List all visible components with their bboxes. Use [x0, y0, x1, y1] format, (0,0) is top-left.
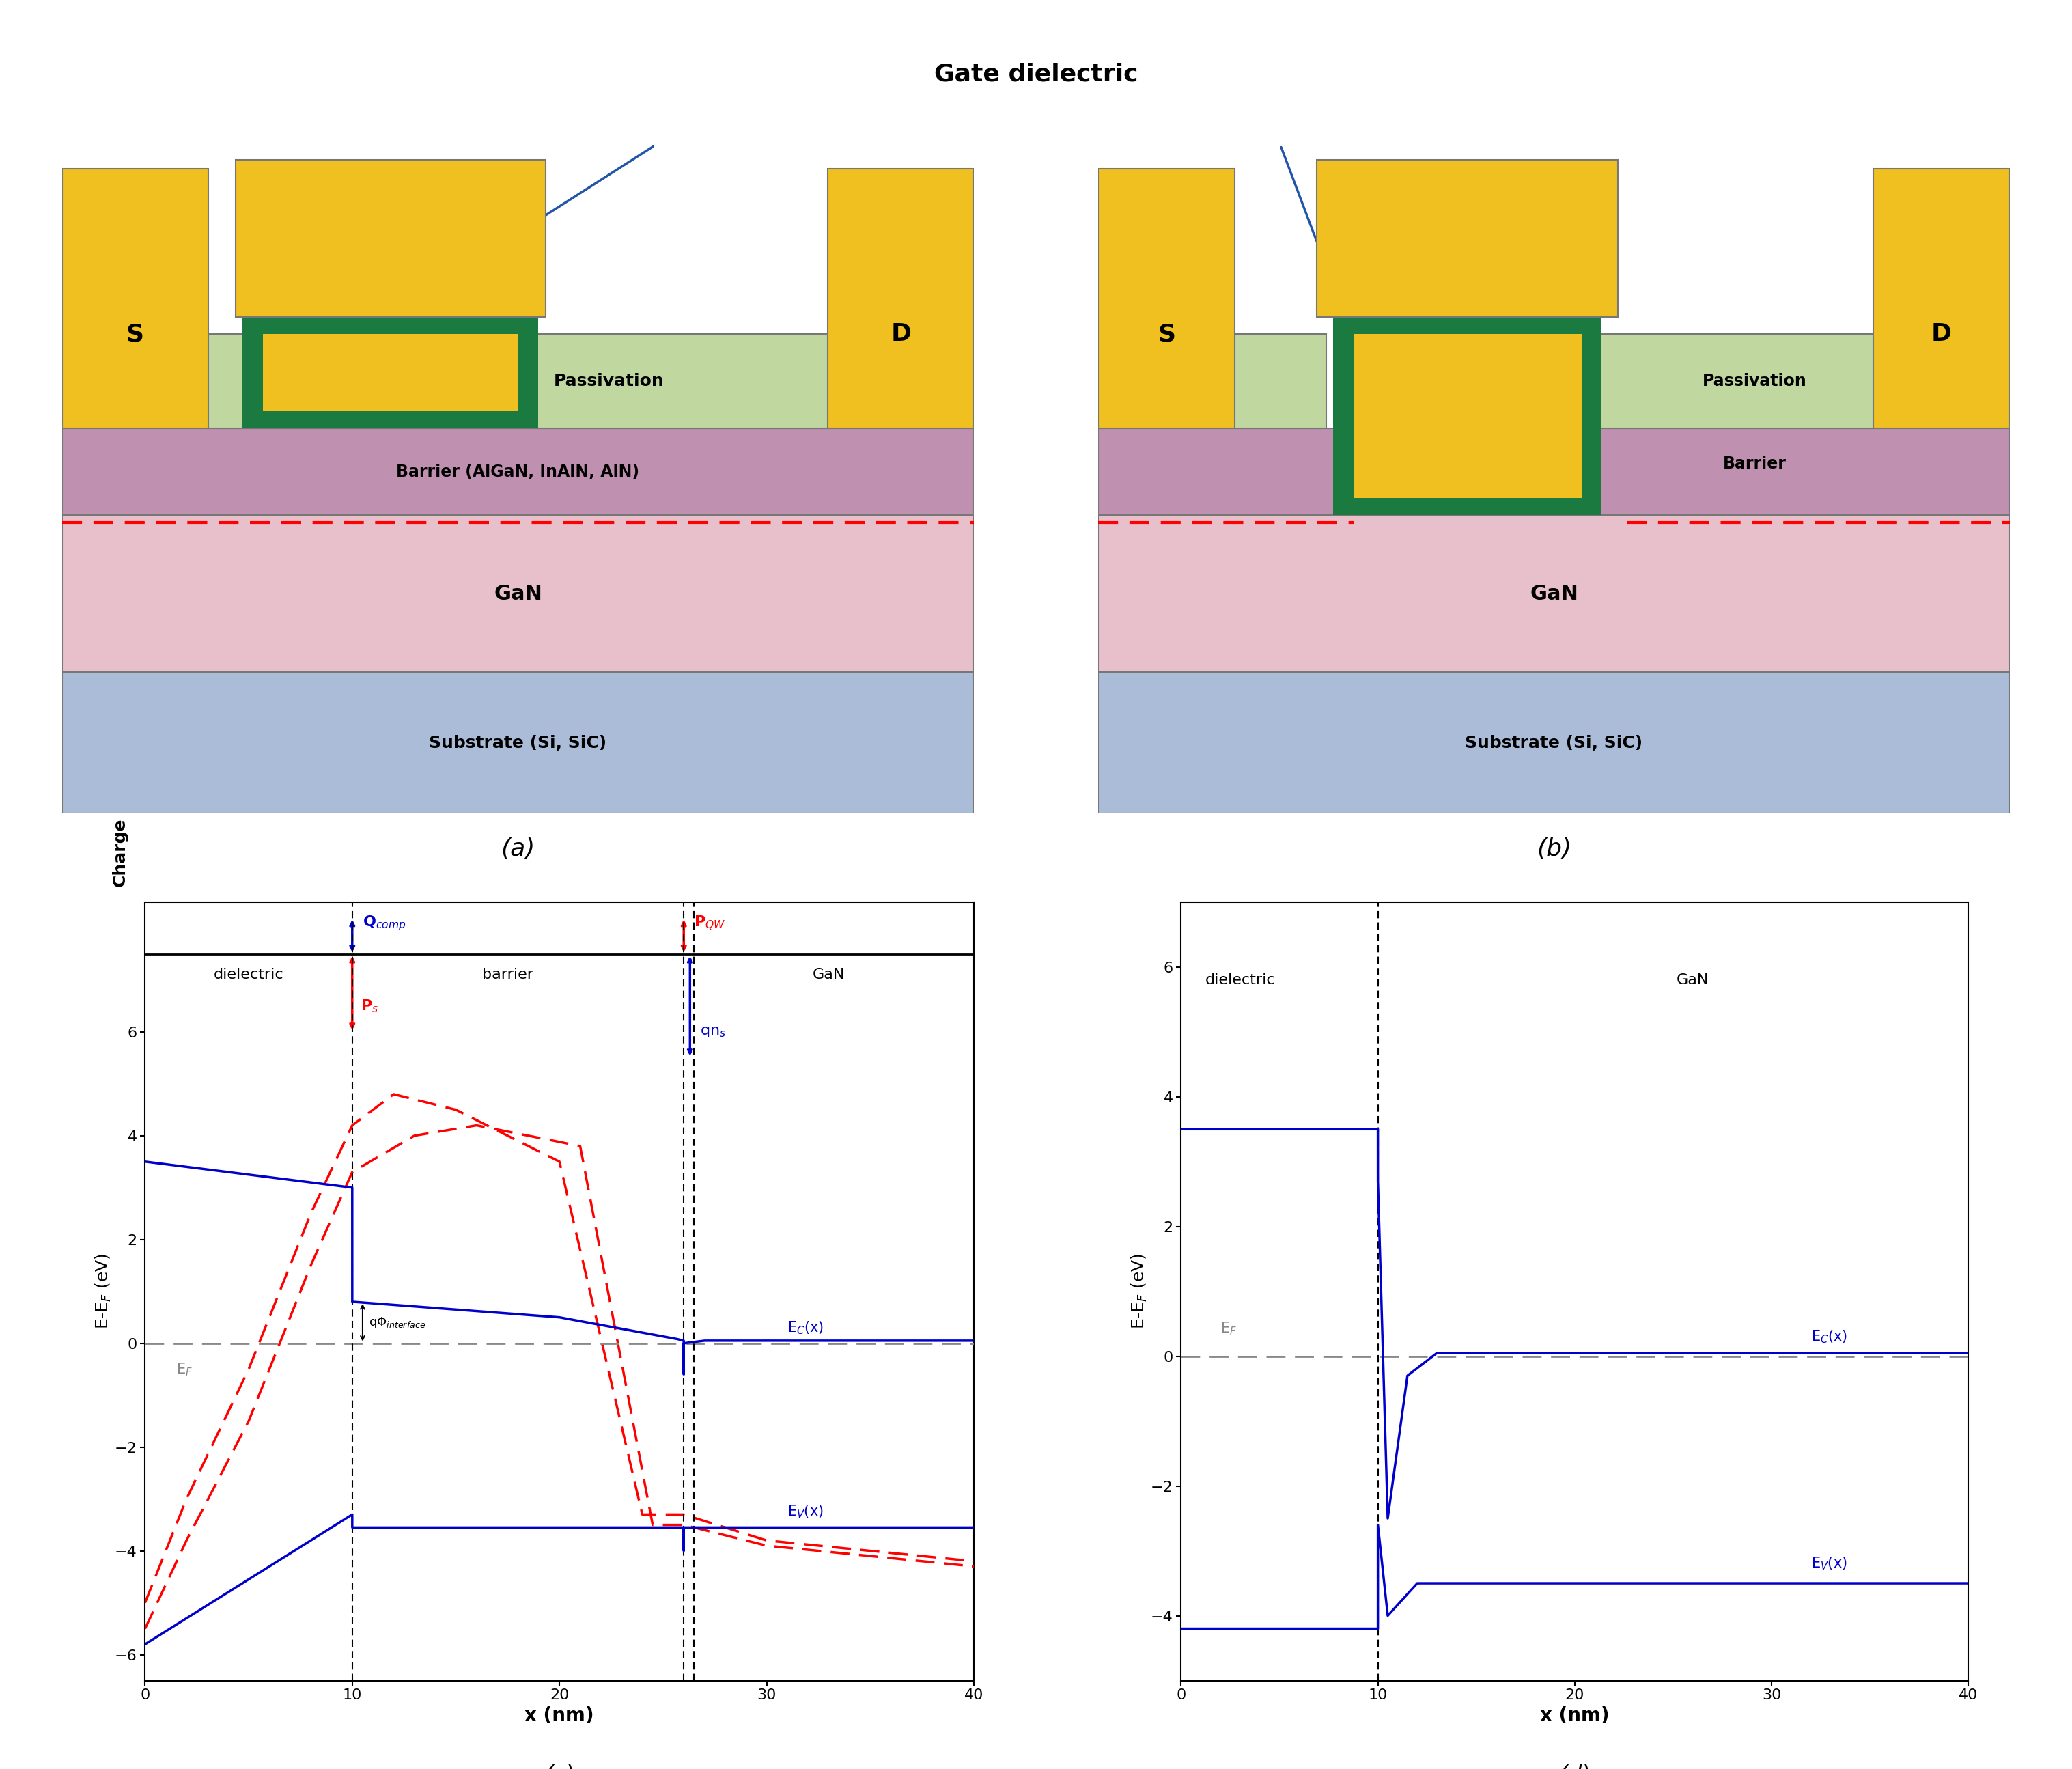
Text: S: S: [126, 322, 145, 345]
Text: (c): (c): [545, 1764, 574, 1769]
Bar: [242, 317, 263, 428]
Text: dielectric: dielectric: [213, 968, 284, 982]
Text: GaN: GaN: [1529, 584, 1579, 603]
Text: Barrier (AlGaN, InAlN, AlN): Barrier (AlGaN, InAlN, AlN): [396, 463, 640, 479]
Bar: [1098, 428, 2010, 515]
Text: (a): (a): [501, 837, 535, 860]
Text: D: D: [1931, 322, 1952, 345]
Text: qΦ$_{interface}$: qΦ$_{interface}$: [369, 1316, 425, 1330]
Text: S: S: [1158, 322, 1175, 345]
Text: E$_C$(x): E$_C$(x): [787, 1320, 823, 1336]
Text: E$_C$(x): E$_C$(x): [1811, 1329, 1846, 1344]
Bar: [62, 170, 207, 428]
Bar: [1873, 170, 2010, 428]
Bar: [1334, 317, 1602, 334]
Bar: [1334, 497, 1602, 515]
Bar: [62, 515, 974, 672]
Bar: [1098, 170, 1235, 428]
Text: Substrate (Si, SiC): Substrate (Si, SiC): [429, 734, 607, 752]
Text: P$_{QW}$: P$_{QW}$: [694, 915, 725, 932]
Bar: [1318, 159, 1618, 317]
Y-axis label: E-E$_F$ (eV): E-E$_F$ (eV): [1129, 1252, 1148, 1330]
Text: E$_V$(x): E$_V$(x): [787, 1504, 823, 1520]
X-axis label: x (nm): x (nm): [1539, 1705, 1610, 1725]
Text: dielectric: dielectric: [1206, 973, 1274, 987]
Bar: [1353, 334, 1581, 497]
Text: Passivation: Passivation: [553, 373, 665, 389]
Text: GaN: GaN: [1676, 973, 1709, 987]
Text: E$_V$(x): E$_V$(x): [1811, 1555, 1846, 1573]
Text: E$_F$: E$_F$: [176, 1362, 193, 1378]
Bar: [62, 428, 974, 515]
Text: (b): (b): [1537, 837, 1571, 860]
X-axis label: x (nm): x (nm): [524, 1705, 595, 1725]
Bar: [242, 410, 539, 428]
Text: Barrier: Barrier: [1722, 456, 1786, 472]
Text: GaN: GaN: [493, 584, 543, 603]
Text: Passivation: Passivation: [1703, 373, 1807, 389]
Bar: [1334, 317, 1353, 515]
Bar: [1581, 317, 1602, 515]
Text: (d): (d): [1558, 1764, 1591, 1769]
Text: Charge: Charge: [112, 817, 128, 886]
Bar: [1098, 515, 2010, 672]
Text: D: D: [891, 322, 912, 345]
Text: Q$_{comp}$: Q$_{comp}$: [363, 915, 406, 932]
Bar: [518, 317, 539, 428]
Y-axis label: E-E$_F$ (eV): E-E$_F$ (eV): [93, 1252, 112, 1330]
Bar: [1098, 334, 1326, 428]
Bar: [236, 159, 545, 317]
Text: P$_s$: P$_s$: [361, 998, 379, 1014]
Text: Gate dielectric: Gate dielectric: [934, 62, 1138, 87]
Bar: [242, 317, 539, 334]
Text: barrier: barrier: [483, 968, 533, 982]
Bar: [62, 334, 974, 428]
Text: G: G: [1457, 219, 1477, 244]
Text: Substrate (Si, SiC): Substrate (Si, SiC): [1465, 734, 1643, 752]
Bar: [263, 334, 518, 410]
Bar: [62, 672, 974, 814]
Text: G: G: [379, 211, 402, 237]
Text: E$_F$: E$_F$: [1220, 1321, 1237, 1337]
Bar: [1600, 334, 2010, 428]
Text: GaN: GaN: [812, 968, 845, 982]
Bar: [829, 170, 974, 428]
Bar: [1098, 672, 2010, 814]
Text: qn$_s$: qn$_s$: [700, 1024, 727, 1038]
